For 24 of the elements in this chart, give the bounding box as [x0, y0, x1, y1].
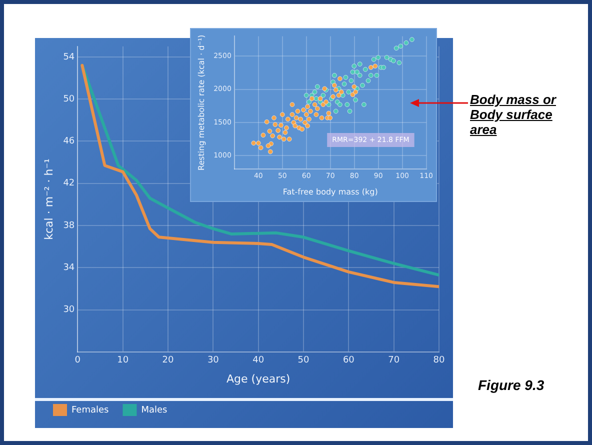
x-tick-label: 70 [388, 356, 400, 366]
y-tick-label: 30 [63, 305, 75, 316]
text: Body mass or Body surface area [470, 92, 558, 137]
y-tick-label: 38 [63, 220, 75, 231]
y-tick-label: 42 [63, 178, 75, 189]
x-tick-label: 50 [298, 356, 310, 366]
y-tick-label: 46 [63, 136, 75, 147]
x-axis-title: Fat-free body mass (kg) [282, 187, 378, 196]
x-tick-label: 30 [207, 356, 220, 366]
x-tick-label: 40 [252, 356, 264, 366]
x-tick-label: 10 [117, 356, 129, 366]
x-tick-label: 0 [74, 356, 81, 366]
y-tick-label: 50 [63, 94, 75, 104]
y-tick-label: 34 [63, 263, 75, 274]
x-axis-title: Age (years) [226, 372, 290, 386]
caption: Figure 9.3 [478, 377, 544, 393]
x-tick-label: 60 [342, 356, 355, 366]
y-axis-title: Resting metabolic rate (kcal · d⁻¹) [196, 34, 206, 170]
legend-label: Females [72, 405, 110, 416]
x-tick-label: 20 [162, 356, 174, 366]
y-tick-label: 54 [63, 52, 75, 62]
x-tick-label: 80 [433, 356, 445, 366]
y-axis-title: kcal · m⁻² · h⁻¹ [42, 158, 56, 240]
legend-label: Males [141, 405, 168, 416]
